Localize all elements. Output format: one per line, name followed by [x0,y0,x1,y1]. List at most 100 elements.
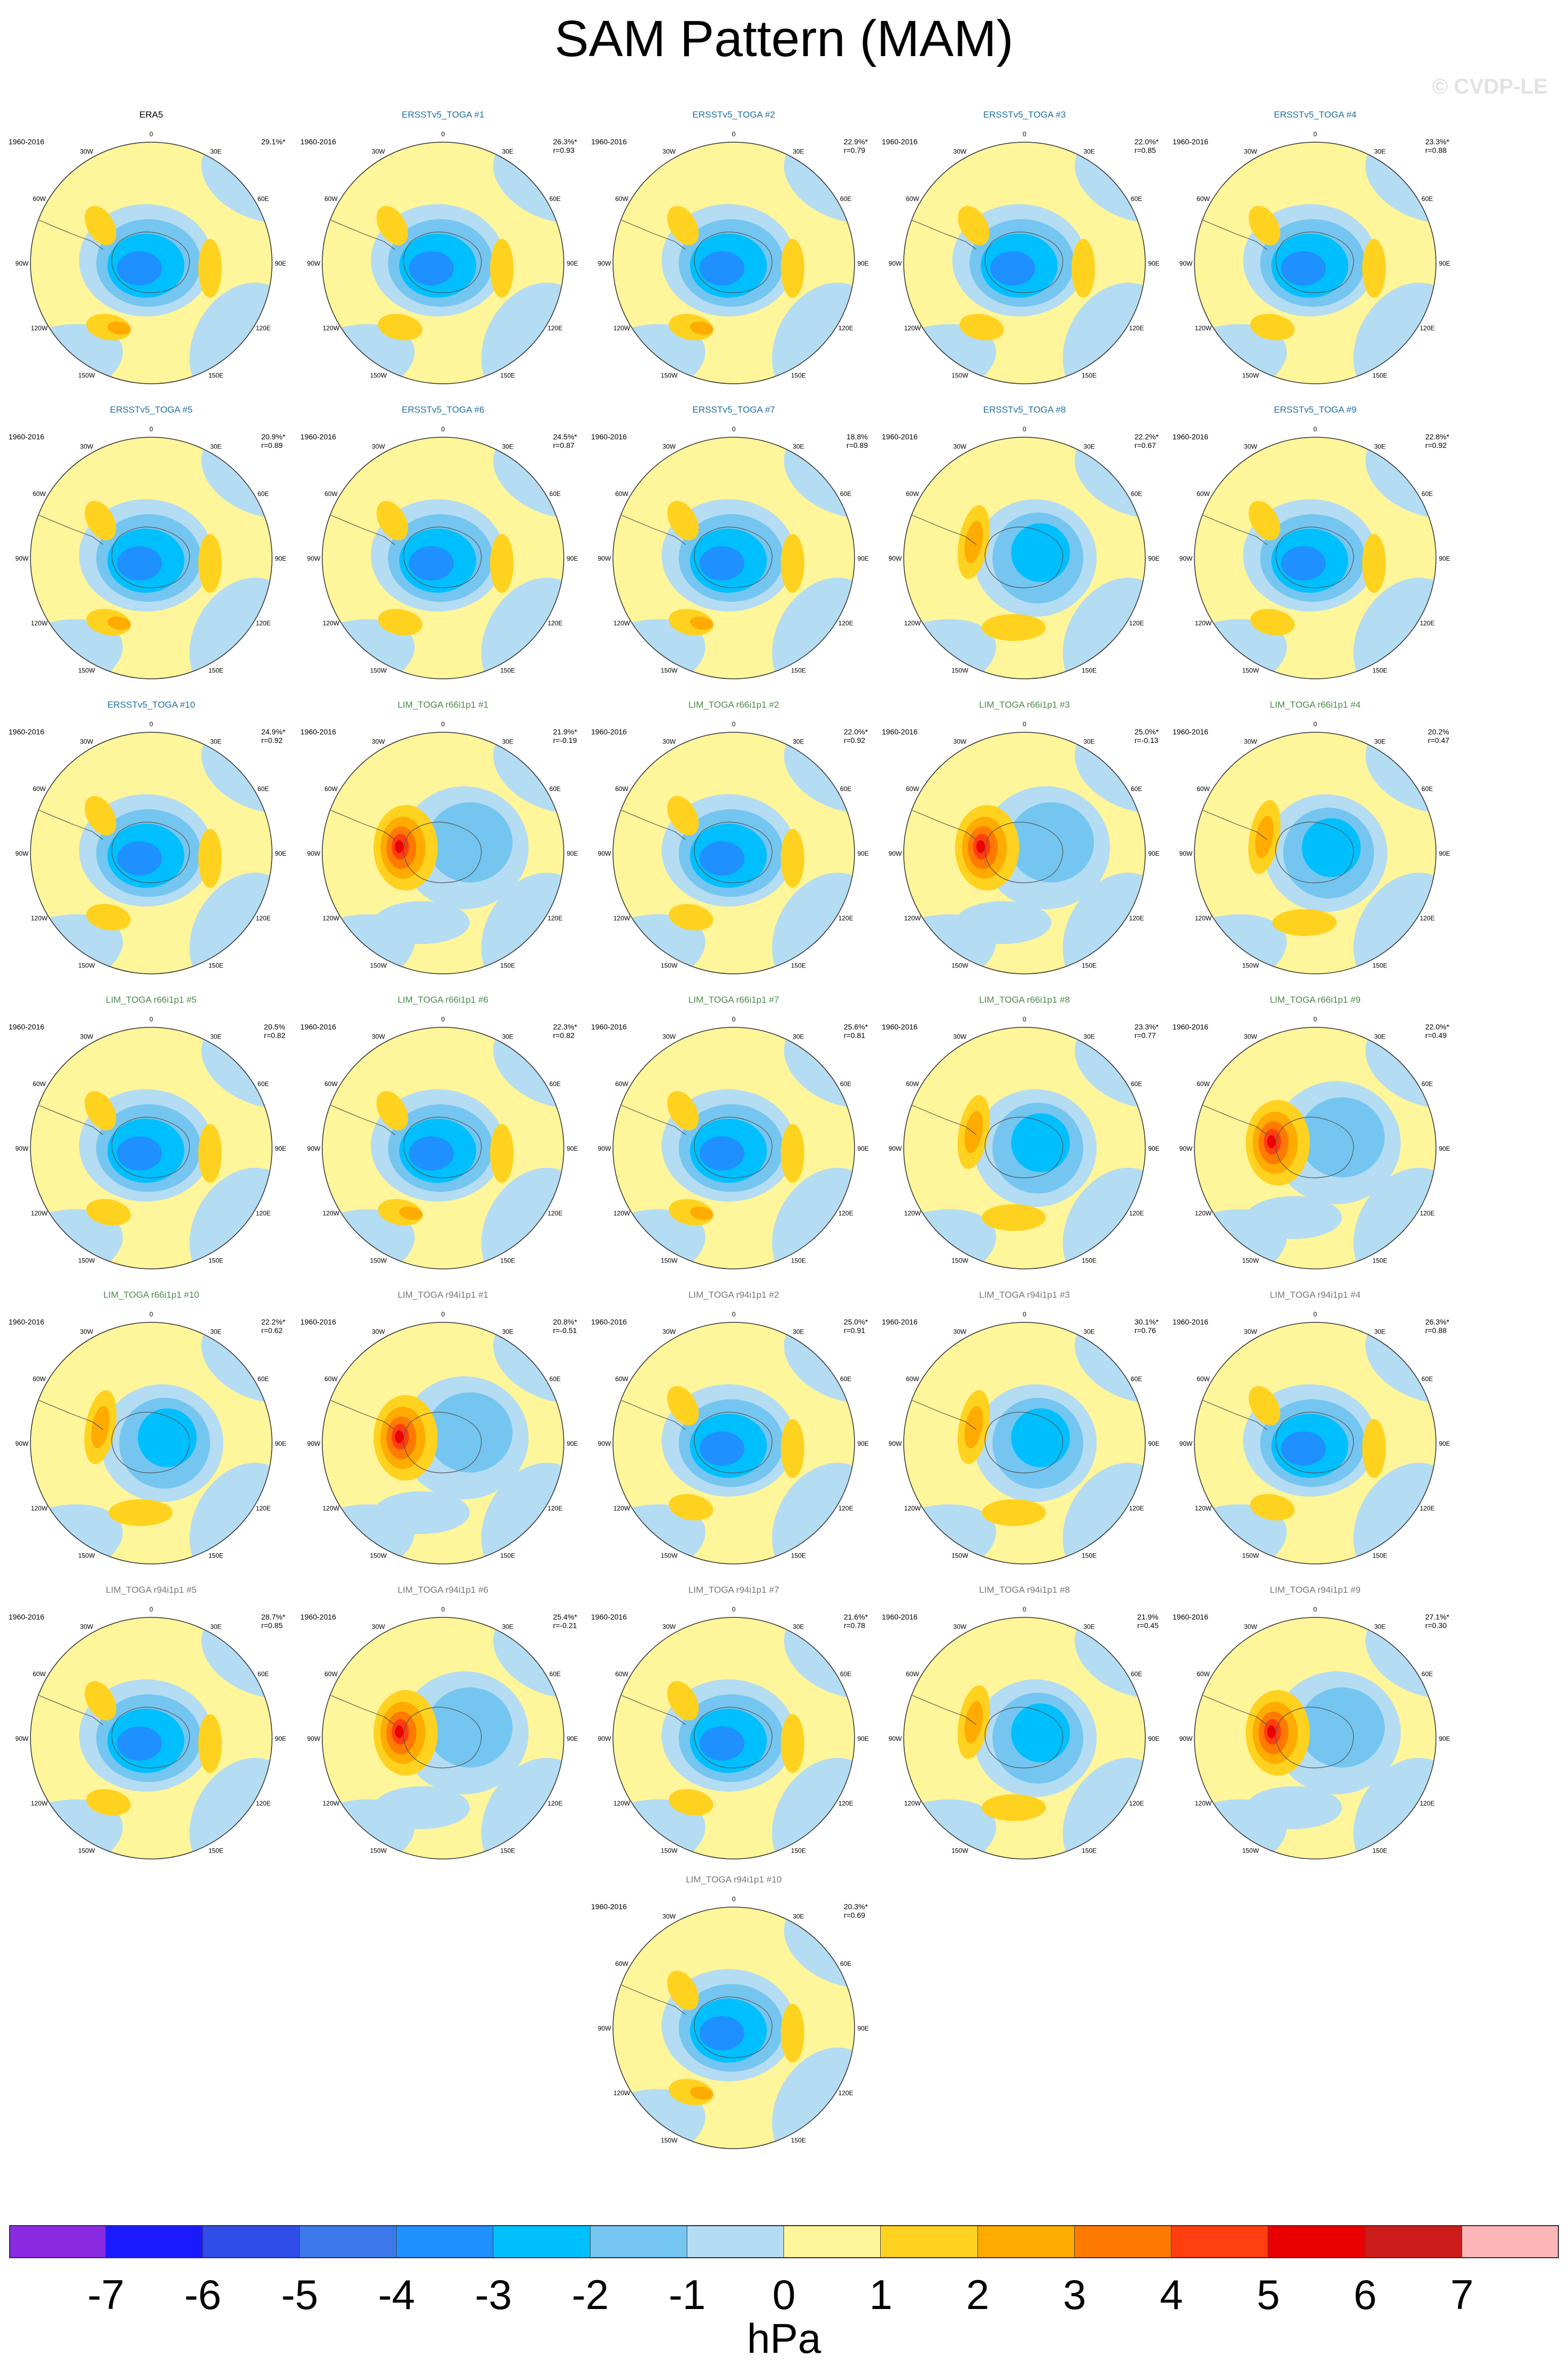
contour-positive [667,796,699,835]
variance-percent: 21.9% [1137,1613,1159,1621]
longitude-label: 60W [615,1080,628,1088]
antarctic-coastline [984,1412,1064,1474]
longitude-label: 0 [1023,425,1027,433]
antarctic-coastline [1275,822,1354,884]
south-america-coastline [330,1400,395,1430]
pattern-correlation: r=0.82 [263,1031,285,1040]
longitude-label: 120E [548,1800,563,1807]
longitude-label: 0 [441,1606,445,1613]
variance-percent: 20.8%* [553,1318,577,1326]
longitude-label: 150E [1082,1257,1097,1265]
longitude-label: 90W [598,850,611,857]
longitude-label: 0 [1314,1606,1317,1613]
longitude-label: 120W [904,1210,921,1217]
map-panel: LIM_TOGA r94i1p1 #2 1960-2016 25.0%* r=0.91… [588,1290,880,1568]
map-panel: LIM_TOGA r66i1p1 #9 1960-2016 22.0%* r=0.49… [1169,995,1461,1273]
longitude-label: 120W [323,915,340,922]
map-boundary [903,1617,1146,1860]
longitude-label: 120E [839,915,853,922]
longitude-label: 150W [370,1552,387,1560]
longitude-label: 90W [1179,1735,1193,1742]
longitude-label: 90E [275,555,286,562]
longitude-label: 120E [256,1800,271,1807]
longitude-label: 120E [256,619,271,627]
panel-variance: 26.3%* r=0.88 [1425,1318,1449,1335]
variance-percent: 25.0%* [1134,727,1159,736]
longitude-label: 90W [15,1735,29,1742]
map-panel: LIM_TOGA r94i1p1 #7 1960-2016 21.6%* r=0.78… [588,1585,880,1863]
panel-variance: 21.9%* r=-0.19 [553,727,577,745]
panel-title: LIM_TOGA r66i1p1 #10 [103,1290,199,1300]
map-boundary [612,732,855,974]
south-america-coastline [621,1105,686,1135]
panel-title: LIM_TOGA r66i1p1 #1 [398,700,488,710]
panel-variance: 24.9%* r=0.92 [261,727,285,745]
watermark: © CVDP-LE [1432,75,1548,98]
longitude-label: 60E [840,785,851,793]
contour-positive [982,1499,1046,1526]
longitude-label: 90W [889,850,902,857]
panel-title: LIM_TOGA r94i1p1 #10 [686,1874,782,1885]
longitude-label: 90W [15,1145,29,1152]
polar-map: 030E60E90E120E150E180150W120W90W60W30W [889,1016,1160,1269]
longitude-label: 0 [441,130,445,138]
contour-positive [91,1406,110,1448]
longitude-label: 120W [323,619,340,627]
longitude-label: 30W [953,1623,967,1630]
longitude-label: 30W [80,1033,94,1040]
longitude-label: 120W [323,1800,340,1807]
variance-percent: 22.3%* [553,1022,577,1031]
longitude-label: 90E [1148,1145,1159,1152]
south-america-coastline [621,810,686,840]
longitude-label: 90E [857,1735,868,1742]
antarctic-coastline [1275,1412,1354,1474]
longitude-label: 120E [839,1800,853,1807]
variance-percent: 27.1%* [1425,1613,1449,1621]
antarctic-coastline [111,1117,190,1179]
panel-title: LIM_TOGA r94i1p1 #3 [979,1290,1070,1300]
panel-title: ERSSTv5_TOGA #4 [1274,110,1357,120]
map-boundary [30,1027,273,1269]
longitude-label: 120W [31,619,48,627]
longitude-label: 90W [15,555,29,562]
panel-variance: 22.2%* r=0.62 [261,1318,285,1335]
map-panel: LIM_TOGA r66i1p1 #3 1960-2016 25.0%* r=-0.1… [879,700,1170,978]
longitude-label: 0 [441,1311,445,1318]
longitude-label: 60W [33,1375,46,1383]
panel-title: LIM_TOGA r94i1p1 #9 [1270,1585,1361,1595]
panel-title: ERSSTv5_TOGA #9 [1274,405,1357,415]
longitude-label: 30E [1083,1623,1095,1630]
map-panel: LIM_TOGA r94i1p1 #6 1960-2016 25.4%* r=-0.2… [297,1585,589,1863]
longitude-label: 120E [548,1505,563,1512]
antarctic-coastline [403,1412,482,1474]
longitude-label: 120W [1195,619,1212,627]
longitude-label: 30W [1244,1033,1257,1040]
longitude-label: 150E [791,1847,806,1855]
map-boundary [322,732,564,974]
longitude-label: 90E [1148,1735,1159,1742]
longitude-label: 150W [951,1847,968,1855]
longitude-label: 150E [1082,962,1097,970]
contour-positive [378,609,423,636]
contour-positive [1250,609,1295,636]
colorbar [9,2225,1559,2258]
longitude-label: 30E [1083,443,1095,450]
longitude-label: 120W [1195,915,1212,922]
contour-negative [1011,1703,1070,1762]
longitude-label: 30W [663,443,676,450]
longitude-label: 60W [33,1670,46,1678]
longitude-label: 90W [1179,1440,1193,1447]
contour-positive [669,904,713,931]
contour-positive [198,829,222,888]
map-panel: LIM_TOGA r66i1p1 #10 1960-2016 22.2%* r=0.6… [5,1290,297,1568]
longitude-label: 0 [150,720,153,728]
map-boundary [903,732,1146,974]
panel-years: 1960-2016 [300,1318,336,1326]
contour-negative [955,901,1051,944]
colorbar-swatch [493,2225,591,2258]
contour-positive [1248,501,1280,540]
antarctic-coastline [694,1707,773,1769]
pattern-correlation: r=0.81 [843,1031,865,1040]
longitude-label: 90E [857,850,868,857]
